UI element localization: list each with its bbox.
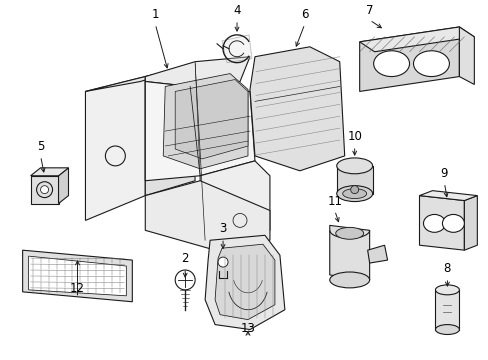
Polygon shape — [215, 244, 274, 320]
Ellipse shape — [413, 51, 448, 77]
Circle shape — [218, 257, 227, 267]
Polygon shape — [31, 168, 68, 176]
Polygon shape — [175, 80, 247, 159]
Text: 2: 2 — [181, 252, 188, 265]
Text: 11: 11 — [326, 194, 342, 207]
Polygon shape — [31, 176, 59, 203]
Circle shape — [175, 270, 195, 290]
Text: 13: 13 — [240, 321, 255, 334]
Polygon shape — [367, 245, 387, 263]
Polygon shape — [435, 290, 458, 329]
Circle shape — [37, 182, 52, 198]
Polygon shape — [145, 57, 249, 86]
Polygon shape — [204, 235, 285, 329]
Text: 3: 3 — [219, 222, 226, 235]
Polygon shape — [336, 166, 372, 194]
Polygon shape — [329, 225, 369, 280]
Ellipse shape — [335, 228, 363, 239]
Text: 10: 10 — [346, 130, 362, 143]
Polygon shape — [419, 191, 476, 201]
Polygon shape — [145, 67, 195, 195]
Text: 12: 12 — [70, 282, 85, 295]
Circle shape — [105, 146, 125, 166]
Ellipse shape — [435, 285, 458, 295]
Polygon shape — [59, 168, 68, 203]
Polygon shape — [464, 195, 476, 250]
Text: 9: 9 — [440, 167, 447, 180]
Text: 4: 4 — [233, 4, 240, 17]
Polygon shape — [249, 47, 344, 171]
Ellipse shape — [373, 51, 408, 77]
Ellipse shape — [342, 189, 366, 199]
Polygon shape — [458, 27, 473, 85]
Polygon shape — [359, 27, 458, 91]
Polygon shape — [22, 250, 132, 302]
Polygon shape — [29, 256, 126, 296]
Polygon shape — [145, 81, 254, 181]
Ellipse shape — [336, 186, 372, 202]
Polygon shape — [222, 35, 251, 63]
Ellipse shape — [423, 215, 445, 232]
Ellipse shape — [442, 215, 464, 232]
Text: 7: 7 — [365, 4, 373, 17]
Polygon shape — [214, 253, 232, 271]
Text: 8: 8 — [443, 262, 450, 275]
Text: 1: 1 — [151, 8, 159, 21]
Ellipse shape — [435, 325, 458, 334]
Text: 5: 5 — [37, 140, 44, 153]
Circle shape — [41, 186, 48, 194]
Text: 6: 6 — [301, 8, 308, 21]
Polygon shape — [359, 27, 473, 52]
Polygon shape — [419, 195, 464, 250]
Polygon shape — [163, 73, 247, 169]
Polygon shape — [145, 181, 269, 250]
Circle shape — [233, 213, 246, 228]
Polygon shape — [85, 77, 145, 220]
Ellipse shape — [336, 158, 372, 174]
Ellipse shape — [329, 272, 369, 288]
Circle shape — [350, 186, 358, 194]
Polygon shape — [200, 161, 269, 240]
Polygon shape — [85, 67, 190, 91]
